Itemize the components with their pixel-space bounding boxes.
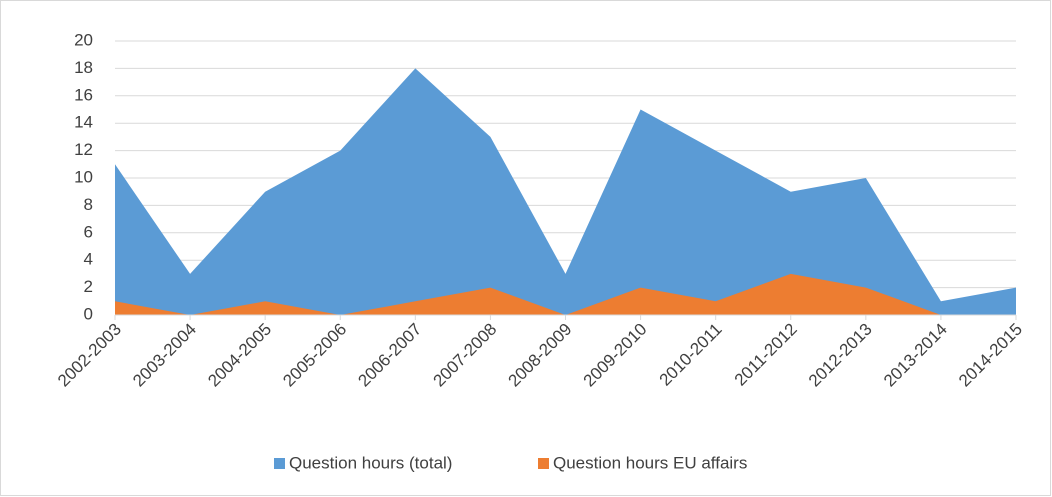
y-tick-label: 14 (74, 113, 93, 132)
y-tick-label: 18 (74, 58, 93, 77)
y-tick-label: 6 (84, 222, 93, 241)
y-tick-label: 2 (84, 277, 93, 296)
legend-label: Question hours (total) (289, 453, 452, 472)
y-tick-label: 8 (84, 195, 93, 214)
legend-label: Question hours EU affairs (553, 453, 747, 472)
legend-swatch (274, 458, 285, 469)
legend-swatch (538, 458, 549, 469)
y-tick-label: 12 (74, 140, 93, 159)
area (115, 68, 1016, 316)
y-tick-label: 4 (84, 250, 93, 269)
y-tick-label: 10 (74, 167, 93, 186)
y-tick-label: 0 (84, 304, 93, 323)
area (115, 273, 1016, 315)
y-tick-label: 16 (74, 85, 93, 104)
y-tick-label: 20 (74, 30, 93, 49)
